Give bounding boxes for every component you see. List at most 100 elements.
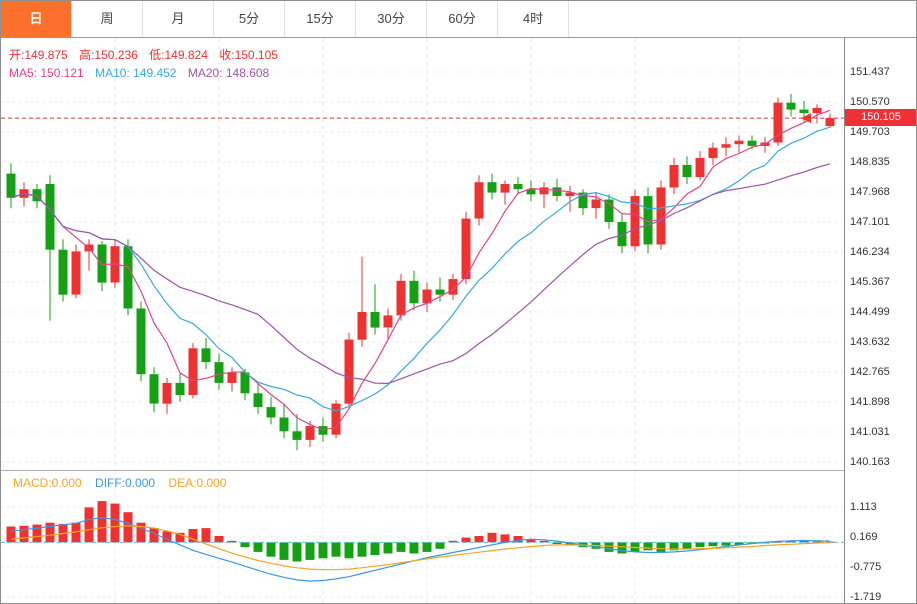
ohlc-ma-legend: 开:149.875 高:150.236 低:149.824 收:150.105 … bbox=[9, 46, 286, 82]
chart-area: 开:149.875 高:150.236 低:149.824 收:150.105 … bbox=[1, 38, 916, 603]
axis-label: 140.163 bbox=[850, 456, 890, 468]
axis-label: 142.765 bbox=[850, 366, 890, 378]
macd-hist-bar bbox=[214, 536, 224, 543]
candle-body bbox=[97, 244, 107, 283]
candle-body bbox=[435, 289, 445, 295]
macd-hist-bar bbox=[604, 542, 614, 552]
candle-body bbox=[201, 348, 211, 363]
candle-body bbox=[266, 407, 276, 418]
candle-body bbox=[331, 403, 341, 435]
macd-hist-bar bbox=[19, 525, 29, 543]
candle-body bbox=[747, 140, 757, 146]
candle-body bbox=[721, 144, 731, 148]
macd-hist-bar bbox=[669, 542, 679, 551]
macd-hist-bar bbox=[461, 537, 471, 543]
candle-body bbox=[578, 192, 588, 209]
panel-divider bbox=[1, 470, 916, 471]
ohlc-row: 开:149.875 高:150.236 低:149.824 收:150.105 bbox=[9, 46, 286, 64]
macd-hist-bar bbox=[396, 542, 406, 552]
macd-hist-bar bbox=[318, 542, 328, 559]
dea-value: DEA:0.000 bbox=[168, 476, 227, 490]
dea-line bbox=[10, 525, 831, 571]
candle-body bbox=[162, 382, 172, 404]
macd-hist-bar bbox=[110, 503, 120, 543]
main-chart-canvas[interactable] bbox=[1, 38, 844, 470]
tab-60min[interactable]: 60分 bbox=[427, 1, 498, 37]
candle-body bbox=[643, 196, 653, 245]
macd-hist-bar bbox=[539, 540, 549, 543]
candle-body bbox=[136, 308, 146, 375]
ma5-value: MA5: 150.121 bbox=[9, 66, 84, 80]
candle-body bbox=[32, 189, 42, 202]
tab-week[interactable]: 周 bbox=[72, 1, 143, 37]
candle-body bbox=[565, 192, 575, 197]
candle-body bbox=[383, 315, 393, 328]
candle-body bbox=[630, 196, 640, 247]
tab-4hour[interactable]: 4时 bbox=[498, 1, 569, 37]
macd-hist-bar bbox=[292, 542, 302, 562]
axis-label: 141.898 bbox=[850, 396, 890, 408]
tab-5min[interactable]: 5分 bbox=[214, 1, 285, 37]
tab-30min[interactable]: 30分 bbox=[356, 1, 427, 37]
macd-value: MACD:0.000 bbox=[13, 476, 82, 490]
axis-label: 148.835 bbox=[850, 156, 890, 168]
candle-body bbox=[552, 187, 562, 196]
candle-body bbox=[682, 165, 692, 178]
macd-hist-bar bbox=[71, 522, 81, 543]
candle-body bbox=[58, 249, 68, 295]
candle-body bbox=[6, 173, 16, 198]
macd-hist-bar bbox=[32, 524, 42, 543]
ma20-line bbox=[10, 163, 831, 385]
candle-body bbox=[773, 102, 783, 143]
macd-hist-bar bbox=[201, 528, 211, 543]
timeframe-tabbar: 日周月 5分 15分 30分 60分 4时 bbox=[1, 1, 916, 38]
ma10-line bbox=[10, 126, 831, 412]
candle-body bbox=[188, 348, 198, 395]
axis-label: 0.169 bbox=[850, 531, 878, 543]
macd-hist-bar bbox=[149, 528, 159, 543]
candle-body bbox=[669, 165, 679, 188]
candle-body bbox=[448, 279, 458, 295]
axis-label: 1.113 bbox=[850, 501, 877, 513]
candle-body bbox=[786, 102, 796, 110]
tab-15min[interactable]: 15分 bbox=[285, 1, 356, 37]
macd-hist-bar bbox=[526, 539, 536, 543]
tab-month[interactable]: 月 bbox=[143, 1, 214, 37]
candle-body bbox=[825, 118, 835, 127]
axis-label: 143.632 bbox=[850, 336, 890, 348]
macd-hist-bar bbox=[643, 542, 653, 551]
candle-body bbox=[526, 189, 536, 195]
macd-hist-bar bbox=[487, 532, 497, 543]
candle-body bbox=[799, 109, 809, 114]
macd-chart-canvas[interactable] bbox=[1, 471, 844, 604]
axis-label: 150.570 bbox=[850, 96, 890, 108]
candle-body bbox=[357, 312, 367, 340]
candle-body bbox=[253, 393, 263, 408]
ma5-line bbox=[10, 109, 831, 431]
macd-hist-bar bbox=[695, 542, 705, 548]
macd-hist-bar bbox=[656, 542, 666, 552]
candle-body bbox=[240, 372, 250, 394]
diff-value: DIFF:0.000 bbox=[95, 476, 156, 490]
candle-body bbox=[422, 289, 432, 304]
macd-hist-bar bbox=[6, 526, 16, 543]
macd-hist-bar bbox=[97, 501, 107, 543]
candle-body bbox=[175, 382, 185, 395]
current-price-arrow bbox=[801, 113, 811, 124]
macd-hist-bar bbox=[409, 542, 419, 554]
open-value: 开:149.875 bbox=[9, 48, 68, 62]
macd-hist-bar bbox=[370, 542, 380, 556]
ma-row: MA5: 150.121 MA10: 149.452 MA20: 148.608 bbox=[9, 64, 286, 82]
candle-body bbox=[500, 184, 510, 193]
candle-body bbox=[71, 251, 81, 295]
candle-body bbox=[214, 362, 224, 383]
macd-hist-bar bbox=[513, 536, 523, 543]
tab-day[interactable]: 日 bbox=[1, 1, 72, 37]
candle-body bbox=[149, 374, 159, 404]
macd-hist-bar bbox=[136, 522, 146, 543]
candle-body bbox=[695, 158, 705, 177]
macd-hist-bar bbox=[552, 542, 562, 544]
macd-hist-bar bbox=[435, 542, 445, 549]
candle-body bbox=[539, 187, 549, 195]
